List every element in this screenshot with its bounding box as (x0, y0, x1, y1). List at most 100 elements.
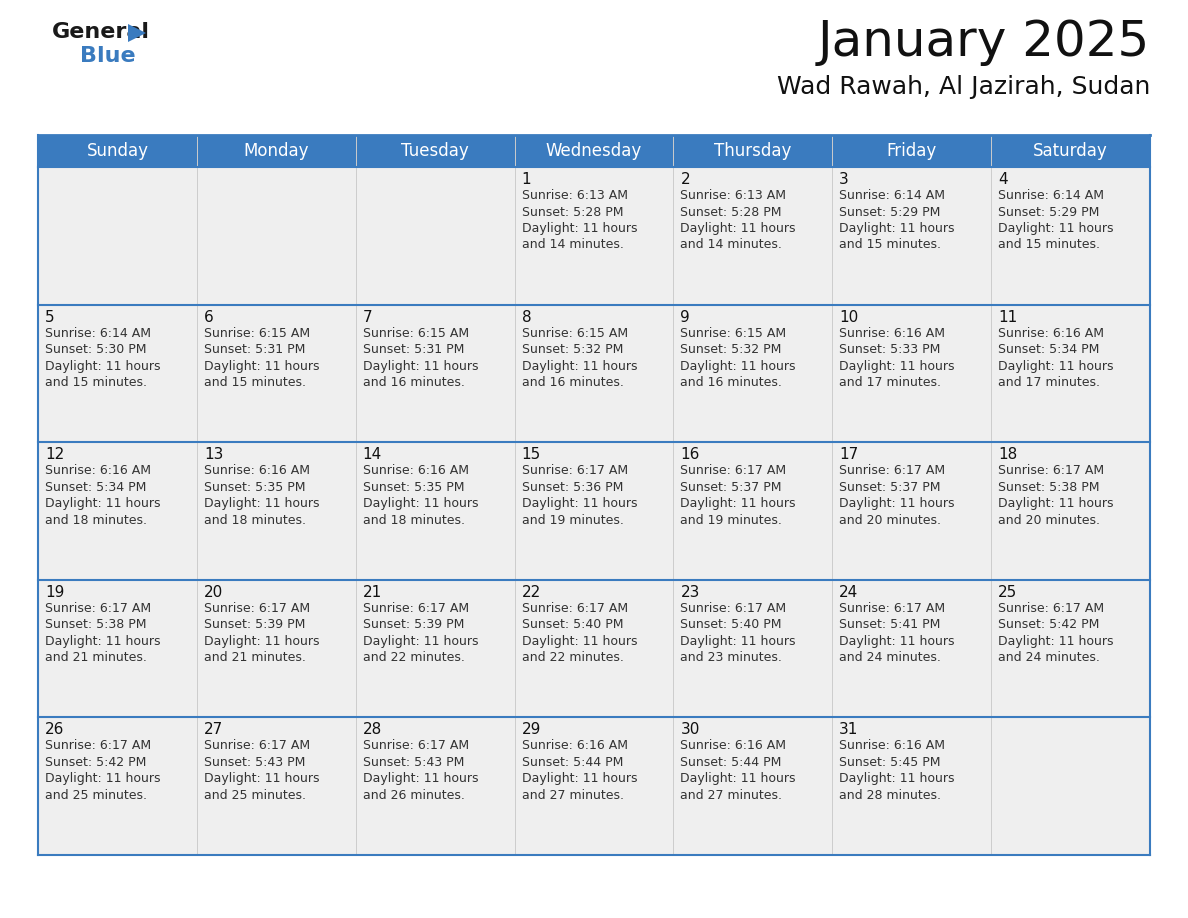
Text: Daylight: 11 hours: Daylight: 11 hours (522, 772, 637, 786)
Bar (833, 717, 991, 855)
Text: Sunrise: 6:14 AM: Sunrise: 6:14 AM (998, 189, 1104, 202)
Text: Sunset: 5:40 PM: Sunset: 5:40 PM (522, 619, 623, 632)
Text: 2: 2 (681, 172, 690, 187)
Text: 6: 6 (204, 309, 214, 325)
Text: 25: 25 (998, 585, 1017, 599)
Text: Sunset: 5:32 PM: Sunset: 5:32 PM (681, 343, 782, 356)
Text: and 15 minutes.: and 15 minutes. (998, 239, 1100, 252)
Text: and 25 minutes.: and 25 minutes. (204, 789, 305, 802)
Text: Sunset: 5:32 PM: Sunset: 5:32 PM (522, 343, 623, 356)
Bar (355, 135, 514, 167)
Bar (674, 135, 833, 167)
Text: and 24 minutes.: and 24 minutes. (839, 651, 941, 665)
Text: Daylight: 11 hours: Daylight: 11 hours (839, 222, 955, 235)
Text: Sunset: 5:29 PM: Sunset: 5:29 PM (998, 206, 1100, 218)
Text: Sunset: 5:29 PM: Sunset: 5:29 PM (839, 206, 941, 218)
Text: Daylight: 11 hours: Daylight: 11 hours (681, 360, 796, 373)
Text: 31: 31 (839, 722, 859, 737)
Text: Friday: Friday (886, 142, 937, 160)
Text: Sunrise: 6:17 AM: Sunrise: 6:17 AM (45, 602, 151, 615)
Text: and 16 minutes.: and 16 minutes. (522, 376, 624, 389)
Text: 10: 10 (839, 309, 859, 325)
Text: Sunrise: 6:15 AM: Sunrise: 6:15 AM (522, 327, 627, 340)
Text: 15: 15 (522, 447, 541, 462)
Text: 8: 8 (522, 309, 531, 325)
Text: Sunset: 5:30 PM: Sunset: 5:30 PM (45, 343, 146, 356)
Text: Sunset: 5:37 PM: Sunset: 5:37 PM (839, 481, 941, 494)
Text: Daylight: 11 hours: Daylight: 11 hours (45, 635, 160, 648)
Bar (197, 305, 355, 442)
Text: Sunrise: 6:16 AM: Sunrise: 6:16 AM (681, 739, 786, 753)
Text: Sunrise: 6:16 AM: Sunrise: 6:16 AM (45, 465, 151, 477)
Text: 7: 7 (362, 309, 372, 325)
Text: Daylight: 11 hours: Daylight: 11 hours (362, 498, 479, 510)
Text: Daylight: 11 hours: Daylight: 11 hours (362, 635, 479, 648)
Text: Sunset: 5:28 PM: Sunset: 5:28 PM (681, 206, 782, 218)
Text: Sunset: 5:33 PM: Sunset: 5:33 PM (839, 343, 941, 356)
Text: 19: 19 (45, 585, 64, 599)
Bar (833, 442, 991, 580)
Text: 21: 21 (362, 585, 383, 599)
Text: Daylight: 11 hours: Daylight: 11 hours (522, 360, 637, 373)
Text: Sunset: 5:31 PM: Sunset: 5:31 PM (204, 343, 305, 356)
Text: Daylight: 11 hours: Daylight: 11 hours (681, 635, 796, 648)
Text: Sunday: Sunday (87, 142, 148, 160)
Text: 27: 27 (204, 722, 223, 737)
Text: Daylight: 11 hours: Daylight: 11 hours (204, 635, 320, 648)
Text: 30: 30 (681, 722, 700, 737)
Bar (197, 717, 355, 855)
Text: Wednesday: Wednesday (545, 142, 643, 160)
Text: Sunrise: 6:17 AM: Sunrise: 6:17 AM (522, 602, 627, 615)
Text: Daylight: 11 hours: Daylight: 11 hours (998, 498, 1113, 510)
Text: Daylight: 11 hours: Daylight: 11 hours (45, 772, 160, 786)
Text: Daylight: 11 hours: Daylight: 11 hours (362, 360, 479, 373)
Text: and 21 minutes.: and 21 minutes. (45, 651, 147, 665)
Text: and 15 minutes.: and 15 minutes. (839, 239, 941, 252)
Text: and 26 minutes.: and 26 minutes. (362, 789, 465, 802)
Text: and 18 minutes.: and 18 minutes. (204, 514, 305, 527)
Bar (38, 442, 197, 580)
Text: Sunrise: 6:17 AM: Sunrise: 6:17 AM (839, 465, 946, 477)
Text: Thursday: Thursday (714, 142, 791, 160)
Text: 13: 13 (204, 447, 223, 462)
Text: 16: 16 (681, 447, 700, 462)
Text: and 25 minutes.: and 25 minutes. (45, 789, 147, 802)
Text: and 16 minutes.: and 16 minutes. (681, 376, 783, 389)
Text: Sunset: 5:40 PM: Sunset: 5:40 PM (681, 619, 782, 632)
Text: Sunrise: 6:17 AM: Sunrise: 6:17 AM (522, 465, 627, 477)
Text: and 17 minutes.: and 17 minutes. (998, 376, 1100, 389)
Text: Daylight: 11 hours: Daylight: 11 hours (839, 360, 955, 373)
Text: and 22 minutes.: and 22 minutes. (362, 651, 465, 665)
Text: Sunrise: 6:15 AM: Sunrise: 6:15 AM (204, 327, 310, 340)
Text: Sunset: 5:34 PM: Sunset: 5:34 PM (45, 481, 146, 494)
Bar (197, 580, 355, 717)
Text: Sunset: 5:45 PM: Sunset: 5:45 PM (839, 756, 941, 769)
Text: and 21 minutes.: and 21 minutes. (204, 651, 305, 665)
Text: 12: 12 (45, 447, 64, 462)
Bar (355, 580, 514, 717)
Text: 5: 5 (45, 309, 55, 325)
Bar (38, 717, 197, 855)
Text: Daylight: 11 hours: Daylight: 11 hours (522, 498, 637, 510)
Bar (514, 135, 674, 167)
Polygon shape (128, 24, 146, 42)
Text: Sunrise: 6:16 AM: Sunrise: 6:16 AM (839, 327, 946, 340)
Text: Sunrise: 6:17 AM: Sunrise: 6:17 AM (998, 602, 1105, 615)
Text: 4: 4 (998, 172, 1007, 187)
Bar (833, 580, 991, 717)
Text: Daylight: 11 hours: Daylight: 11 hours (204, 360, 320, 373)
Text: Sunset: 5:39 PM: Sunset: 5:39 PM (204, 619, 305, 632)
Text: Sunrise: 6:15 AM: Sunrise: 6:15 AM (681, 327, 786, 340)
Text: 29: 29 (522, 722, 541, 737)
Bar (991, 167, 1150, 305)
Bar (833, 305, 991, 442)
Text: and 18 minutes.: and 18 minutes. (45, 514, 147, 527)
Text: Daylight: 11 hours: Daylight: 11 hours (45, 498, 160, 510)
Text: Daylight: 11 hours: Daylight: 11 hours (681, 772, 796, 786)
Text: and 23 minutes.: and 23 minutes. (681, 651, 783, 665)
Text: and 18 minutes.: and 18 minutes. (362, 514, 465, 527)
Text: Sunset: 5:38 PM: Sunset: 5:38 PM (998, 481, 1100, 494)
Text: and 20 minutes.: and 20 minutes. (998, 514, 1100, 527)
Text: 3: 3 (839, 172, 849, 187)
Text: Sunrise: 6:13 AM: Sunrise: 6:13 AM (681, 189, 786, 202)
